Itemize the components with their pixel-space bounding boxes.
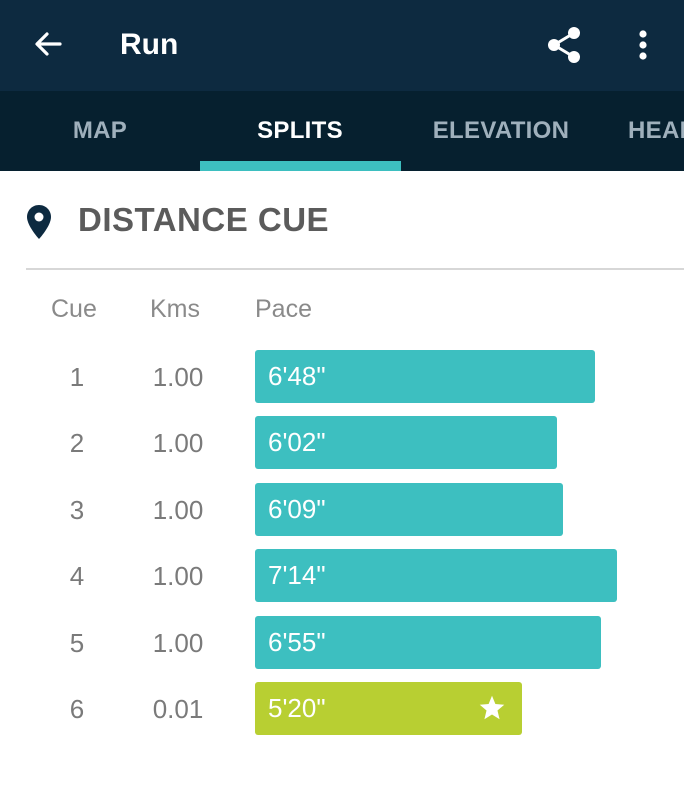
divider [26,268,684,270]
column-header-pace: Pace [255,295,312,323]
share-button[interactable] [544,24,584,66]
split-cue: 2 [69,428,85,458]
pace-bar: 6'02" [255,416,557,469]
split-row: 4 1.00 7'14" [0,549,684,603]
more-vert-icon [639,30,647,60]
pace-label: 7'14" [268,560,326,590]
split-cue: 1 [69,362,85,392]
split-cue: 5 [69,628,85,658]
star-icon [479,695,505,720]
back-button[interactable] [28,24,68,64]
share-icon [548,27,580,63]
column-header-kms: Kms [150,295,200,323]
section-title: DISTANCE CUE [78,201,330,238]
split-kms: 0.01 [152,694,204,724]
pace-bar: 6'55" [255,616,601,669]
arrow-back-icon [35,32,62,56]
more-options-button[interactable] [628,26,658,66]
split-kms: 1.00 [152,495,204,525]
pace-label: 6'55" [268,627,326,657]
pace-bar: 7'14" [255,549,617,602]
split-kms: 1.00 [152,628,204,658]
split-row: 5 1.00 6'55" [0,616,684,670]
tab-bar: MAP SPLITS ELEVATION HEAR [0,91,684,171]
tab-elevation[interactable]: ELEVATION [432,117,570,144]
page-title: Run [120,28,179,61]
pace-label: 6'02" [268,427,326,457]
tab-heart-rate[interactable]: HEAR [628,117,684,144]
pace-bar-best: 5'20" [255,682,522,735]
section-header: DISTANCE CUE [0,171,684,269]
split-cue: 3 [69,495,85,525]
split-kms: 1.00 [152,561,204,591]
pace-label: 6'48" [268,361,326,391]
tab-map[interactable]: MAP [72,117,128,144]
split-cue: 4 [69,561,85,591]
tab-splits[interactable]: SPLITS [257,117,343,144]
split-cue: 6 [69,694,85,724]
pace-label: 5'20" [268,693,326,723]
split-row: 1 1.00 6'48" [0,350,684,404]
active-tab-indicator [200,161,401,171]
split-kms: 1.00 [152,428,204,458]
app-bar: Run [0,0,684,91]
location-pin-icon [27,205,51,239]
pace-bar: 6'09" [255,483,563,536]
split-row: 3 1.00 6'09" [0,483,684,537]
column-header-cue: Cue [51,295,97,323]
split-row: 6 0.01 5'20" [0,682,684,736]
pace-label: 6'09" [268,494,326,524]
split-row: 2 1.00 6'02" [0,416,684,470]
pace-bar: 6'48" [255,350,595,403]
split-kms: 1.00 [152,362,204,392]
